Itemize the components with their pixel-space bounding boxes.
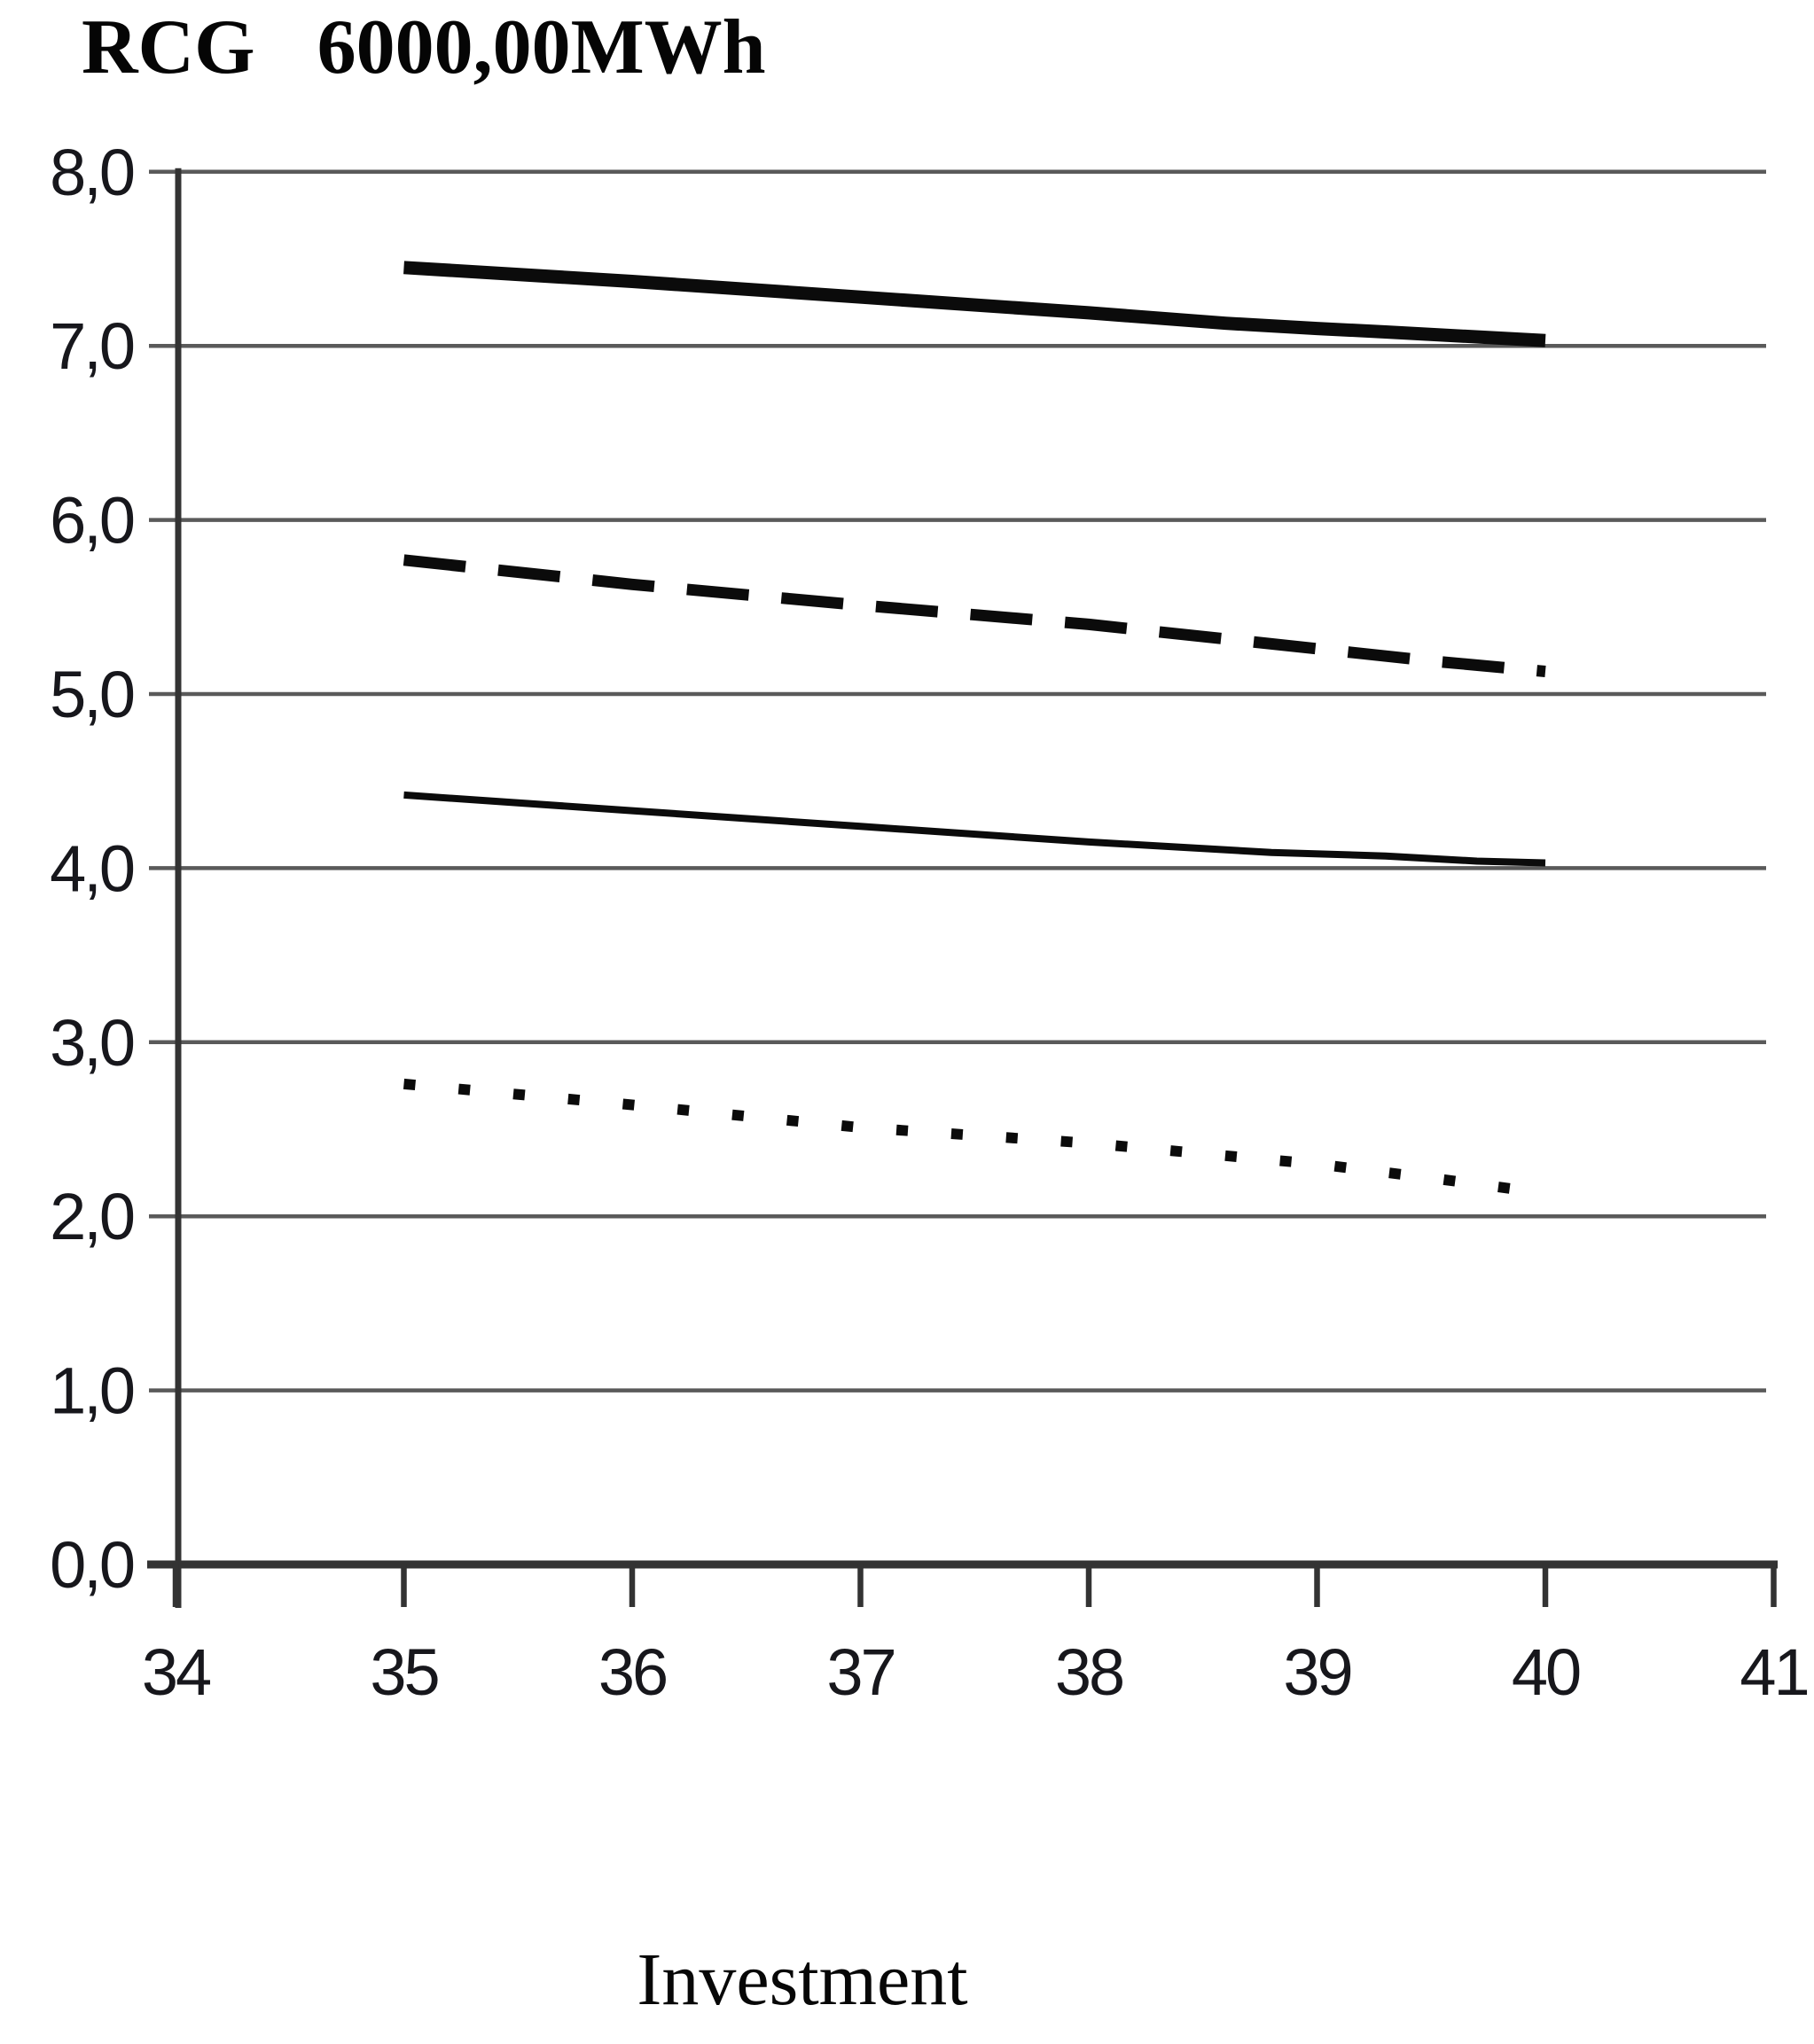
dashed-line [403, 554, 1546, 677]
y-tick-label-3,0: 3,0 [50, 1006, 134, 1080]
y-tick-label-7,0: 7,0 [50, 309, 134, 383]
y-tick-label-0,0: 0,0 [50, 1528, 134, 1602]
thick-solid-line [403, 261, 1546, 347]
x-tick-label-39: 39 [1283, 1635, 1350, 1709]
x-tick-label-36: 36 [598, 1635, 666, 1709]
y-tick-label-6,0: 6,0 [50, 484, 134, 558]
x-tick-label-34: 34 [142, 1635, 210, 1709]
y-tick-label-4,0: 4,0 [50, 831, 134, 905]
chart-title-metric: RCG [82, 4, 255, 90]
x-axis-title: Investment [637, 1939, 968, 2021]
thin-solid-line [403, 791, 1546, 867]
y-tick-label-2,0: 2,0 [50, 1180, 134, 1253]
x-tick-label-40: 40 [1512, 1635, 1580, 1709]
y-tick-label-8,0: 8,0 [50, 136, 134, 209]
x-tick-label-41: 41 [1740, 1635, 1807, 1709]
chart-title: RCG 6000,00MWh [82, 4, 766, 91]
x-tick-label-35: 35 [370, 1635, 438, 1709]
dotted-line [403, 1078, 1523, 1196]
x-tick-label-38: 38 [1055, 1635, 1122, 1709]
chart-title-capacity: 6000,00MWh [317, 4, 766, 90]
x-tick-label-37: 37 [826, 1635, 894, 1709]
y-tick-label-1,0: 1,0 [50, 1354, 134, 1428]
y-tick-label-5,0: 5,0 [50, 658, 134, 731]
